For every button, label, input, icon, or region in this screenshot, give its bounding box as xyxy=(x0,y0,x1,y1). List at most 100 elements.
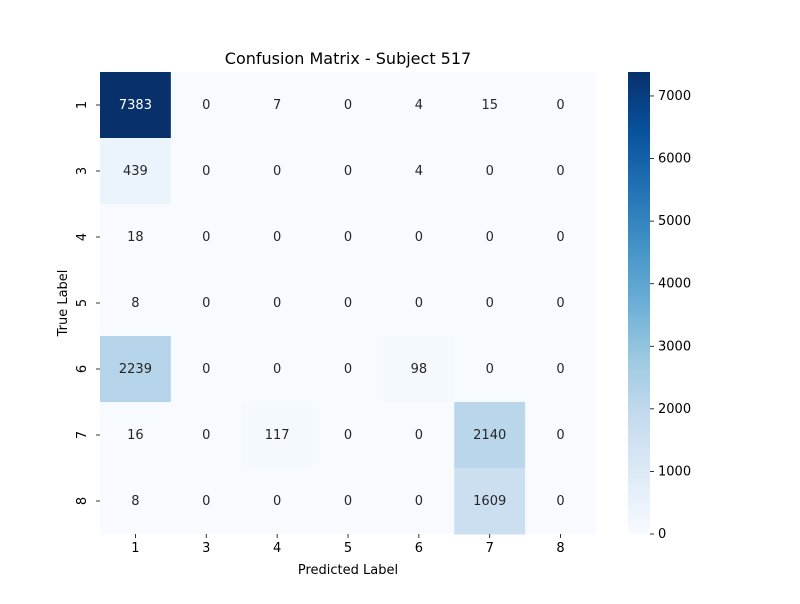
cell-value-label: 0 xyxy=(415,230,423,245)
heatmap-cell xyxy=(312,336,384,403)
cell-value-label: 2140 xyxy=(473,428,506,443)
colorbar-tick-label: 2000 xyxy=(658,402,691,417)
x-tick-label: 4 xyxy=(273,541,281,556)
x-tick-label: 1 xyxy=(131,541,139,556)
colorbar-tick-label: 4000 xyxy=(658,277,691,292)
cell-value-label: 98 xyxy=(411,362,428,377)
cell-value-label: 0 xyxy=(202,428,210,443)
cell-value-label: 0 xyxy=(415,428,423,443)
cell-value-label: 7 xyxy=(273,98,281,113)
heatmap-cell xyxy=(170,468,243,535)
cell-value-label: 1609 xyxy=(473,494,506,509)
cell-value-label: 0 xyxy=(556,296,564,311)
x-tick-label: 7 xyxy=(486,541,494,556)
heatmap-cell xyxy=(100,72,172,139)
cell-value-label: 0 xyxy=(556,428,564,443)
heatmap-cell xyxy=(100,270,172,337)
cell-value-label: 15 xyxy=(481,98,498,113)
chart-title: Confusion Matrix - Subject 517 xyxy=(225,49,471,68)
heatmap-cell xyxy=(100,336,172,403)
heatmap-cell xyxy=(312,204,384,271)
heatmap-cell xyxy=(383,138,455,205)
cell-value-label: 0 xyxy=(415,296,423,311)
y-axis-label: True Label xyxy=(56,270,71,338)
colorbar-tick-label: 6000 xyxy=(658,152,691,167)
cell-value-label: 2239 xyxy=(119,362,152,377)
heatmap-cell xyxy=(241,336,314,403)
cell-value-label: 16 xyxy=(127,428,144,443)
heatmap-cell xyxy=(383,468,455,535)
heatmap-cell xyxy=(100,402,172,469)
cell-value-label: 0 xyxy=(556,494,564,509)
heatmap-cell xyxy=(100,468,172,535)
heatmap-cell xyxy=(525,402,597,469)
cell-value-label: 0 xyxy=(486,296,494,311)
cell-value-label: 0 xyxy=(344,98,352,113)
heatmap-cell xyxy=(454,402,526,469)
heatmap-cell xyxy=(312,138,384,205)
heatmap-cell xyxy=(312,402,384,469)
colorbar-tick-label: 5000 xyxy=(658,214,691,229)
heatmap-cell xyxy=(170,270,243,337)
cell-value-label: 117 xyxy=(265,428,290,443)
heatmap-cell xyxy=(170,138,243,205)
cell-value-label: 0 xyxy=(273,230,281,245)
cell-value-label: 0 xyxy=(344,164,352,179)
heatmap-cell xyxy=(170,204,243,271)
cell-value-label: 18 xyxy=(127,230,144,245)
heatmap-cell xyxy=(170,402,243,469)
heatmap-cell xyxy=(241,402,314,469)
cell-value-label: 439 xyxy=(123,164,148,179)
heatmap-cell xyxy=(525,204,597,271)
heatmap-cell xyxy=(241,138,314,205)
heatmap-cell xyxy=(312,468,384,535)
heatmap-cell xyxy=(525,336,597,403)
cell-value-label: 0 xyxy=(202,362,210,377)
cell-value-label: 0 xyxy=(202,296,210,311)
cell-value-label: 0 xyxy=(486,164,494,179)
y-tick-label: 8 xyxy=(75,497,90,505)
heatmap-cell xyxy=(525,468,597,535)
cell-value-label: 0 xyxy=(486,230,494,245)
cell-value-label: 0 xyxy=(344,494,352,509)
cell-value-label: 0 xyxy=(556,362,564,377)
cell-value-label: 4 xyxy=(415,98,423,113)
x-axis-label: Predicted Label xyxy=(298,563,398,578)
heatmap-cell xyxy=(454,270,526,337)
colorbar-tick-label: 3000 xyxy=(658,339,691,354)
heatmap-cell xyxy=(454,336,526,403)
heatmap-cell xyxy=(454,204,526,271)
heatmap-cell xyxy=(170,336,243,403)
heatmap-cell xyxy=(383,270,455,337)
heatmap-cell xyxy=(241,204,314,271)
colorbar-tick-label: 1000 xyxy=(658,464,691,479)
cell-value-label: 0 xyxy=(202,230,210,245)
heatmap-cell xyxy=(383,336,455,403)
heatmap-cell xyxy=(383,204,455,271)
heatmap-cell xyxy=(383,72,455,139)
cell-value-label: 4 xyxy=(415,164,423,179)
cell-value-label: 0 xyxy=(344,230,352,245)
heatmap-cell xyxy=(525,72,597,139)
cell-value-label: 0 xyxy=(344,362,352,377)
y-tick-label: 4 xyxy=(75,233,90,241)
cell-value-label: 0 xyxy=(556,98,564,113)
cell-value-label: 0 xyxy=(486,362,494,377)
y-tick-label: 6 xyxy=(75,365,90,373)
cell-value-label: 8 xyxy=(131,296,139,311)
colorbar-tick-label: 0 xyxy=(658,527,666,542)
x-tick-label: 3 xyxy=(202,541,210,556)
cell-value-label: 0 xyxy=(273,494,281,509)
heatmap-cell xyxy=(454,138,526,205)
heatmap-cell xyxy=(170,72,243,139)
y-tick-label: 3 xyxy=(75,167,90,175)
heatmap-cell xyxy=(100,204,172,271)
heatmap-cell xyxy=(454,468,526,535)
cell-value-label: 0 xyxy=(273,362,281,377)
cell-value-label: 7383 xyxy=(119,98,152,113)
heatmap-cell xyxy=(383,402,455,469)
x-tick-label: 6 xyxy=(415,541,423,556)
cell-value-label: 0 xyxy=(273,164,281,179)
